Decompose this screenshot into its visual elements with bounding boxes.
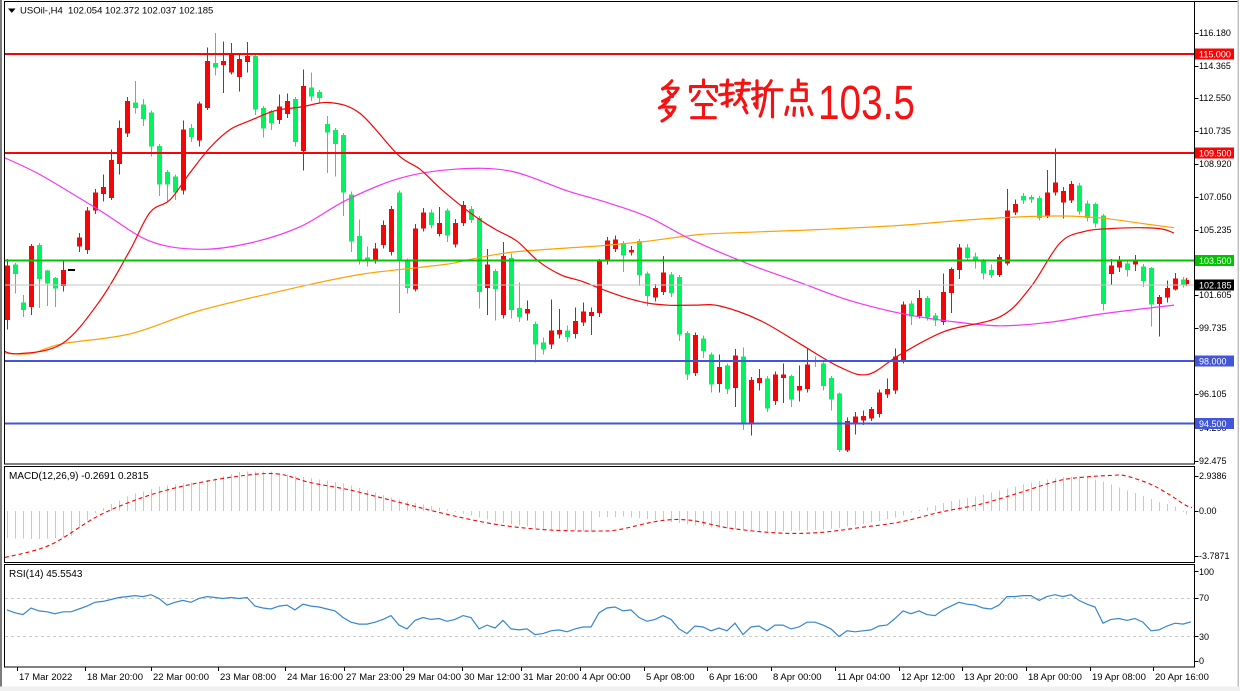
svg-text:96.105: 96.105 [1199, 389, 1227, 399]
svg-text:0.00: 0.00 [1199, 506, 1217, 516]
svg-text:-3.7871: -3.7871 [1199, 551, 1230, 561]
svg-text:6 Apr 16:00: 6 Apr 16:00 [709, 672, 758, 683]
svg-text:MACD(12,26,9) -0.2691 0.2815: MACD(12,26,9) -0.2691 0.2815 [9, 471, 149, 482]
svg-text:94.500: 94.500 [1199, 419, 1227, 429]
svg-text:31 Mar 20:00: 31 Mar 20:00 [523, 672, 579, 683]
svg-text:116.180: 116.180 [1199, 28, 1231, 38]
svg-text:70: 70 [1199, 593, 1209, 603]
svg-text:11 Apr 04:00: 11 Apr 04:00 [837, 672, 890, 683]
svg-text:109.500: 109.500 [1199, 148, 1232, 158]
svg-text:27 Mar 23:00: 27 Mar 23:00 [346, 672, 402, 683]
svg-text:29 Mar 04:00: 29 Mar 04:00 [405, 672, 461, 683]
svg-text:24 Mar 16:00: 24 Mar 16:00 [287, 672, 343, 683]
svg-text:18 Mar 20:00: 18 Mar 20:00 [87, 672, 143, 683]
svg-text:30: 30 [1199, 632, 1209, 642]
svg-text:108.920: 108.920 [1199, 159, 1232, 169]
svg-text:20 Apr 16:00: 20 Apr 16:00 [1155, 672, 1209, 683]
svg-text:12 Apr 12:00: 12 Apr 12:00 [901, 672, 955, 683]
svg-text:19 Apr 08:00: 19 Apr 08:00 [1092, 672, 1146, 683]
svg-text:98.000: 98.000 [1199, 356, 1227, 366]
svg-text:17 Mar 2022: 17 Mar 2022 [19, 672, 72, 683]
svg-text:13 Apr 20:00: 13 Apr 20:00 [964, 672, 1018, 683]
svg-text:USOil-,H4 102.054 102.372 102: USOil-,H4 102.054 102.372 102.037 102.18… [20, 6, 213, 17]
svg-text:105.235: 105.235 [1199, 225, 1232, 235]
svg-text:5 Apr 08:00: 5 Apr 08:00 [646, 672, 695, 683]
svg-text:101.605: 101.605 [1199, 290, 1232, 300]
svg-text:102.185: 102.185 [1199, 280, 1232, 290]
svg-text:107.050: 107.050 [1199, 192, 1232, 202]
svg-text:92.475: 92.475 [1199, 456, 1227, 466]
svg-text:RSI(14) 45.5543: RSI(14) 45.5543 [9, 569, 83, 580]
svg-text:110.735: 110.735 [1199, 126, 1231, 136]
svg-text:2.9386: 2.9386 [1199, 471, 1227, 481]
svg-text:115.000: 115.000 [1199, 49, 1231, 59]
svg-text:18 Apr 00:00: 18 Apr 00:00 [1028, 672, 1082, 683]
svg-text:23 Mar 08:00: 23 Mar 08:00 [220, 672, 276, 683]
svg-text:22 Mar 00:00: 22 Mar 00:00 [153, 672, 209, 683]
svg-text:103.500: 103.500 [1199, 256, 1232, 266]
svg-text:100: 100 [1199, 567, 1214, 577]
svg-text:30 Mar 12:00: 30 Mar 12:00 [464, 672, 520, 683]
svg-text:103.5: 103.5 [818, 77, 915, 130]
svg-text:99.735: 99.735 [1199, 323, 1227, 333]
svg-text:112.550: 112.550 [1199, 93, 1231, 103]
svg-text:4 Apr 00:00: 4 Apr 00:00 [582, 672, 631, 683]
svg-text:8 Apr 00:00: 8 Apr 00:00 [773, 672, 822, 683]
svg-text:114.365: 114.365 [1199, 61, 1231, 71]
svg-text:0: 0 [1199, 656, 1204, 666]
